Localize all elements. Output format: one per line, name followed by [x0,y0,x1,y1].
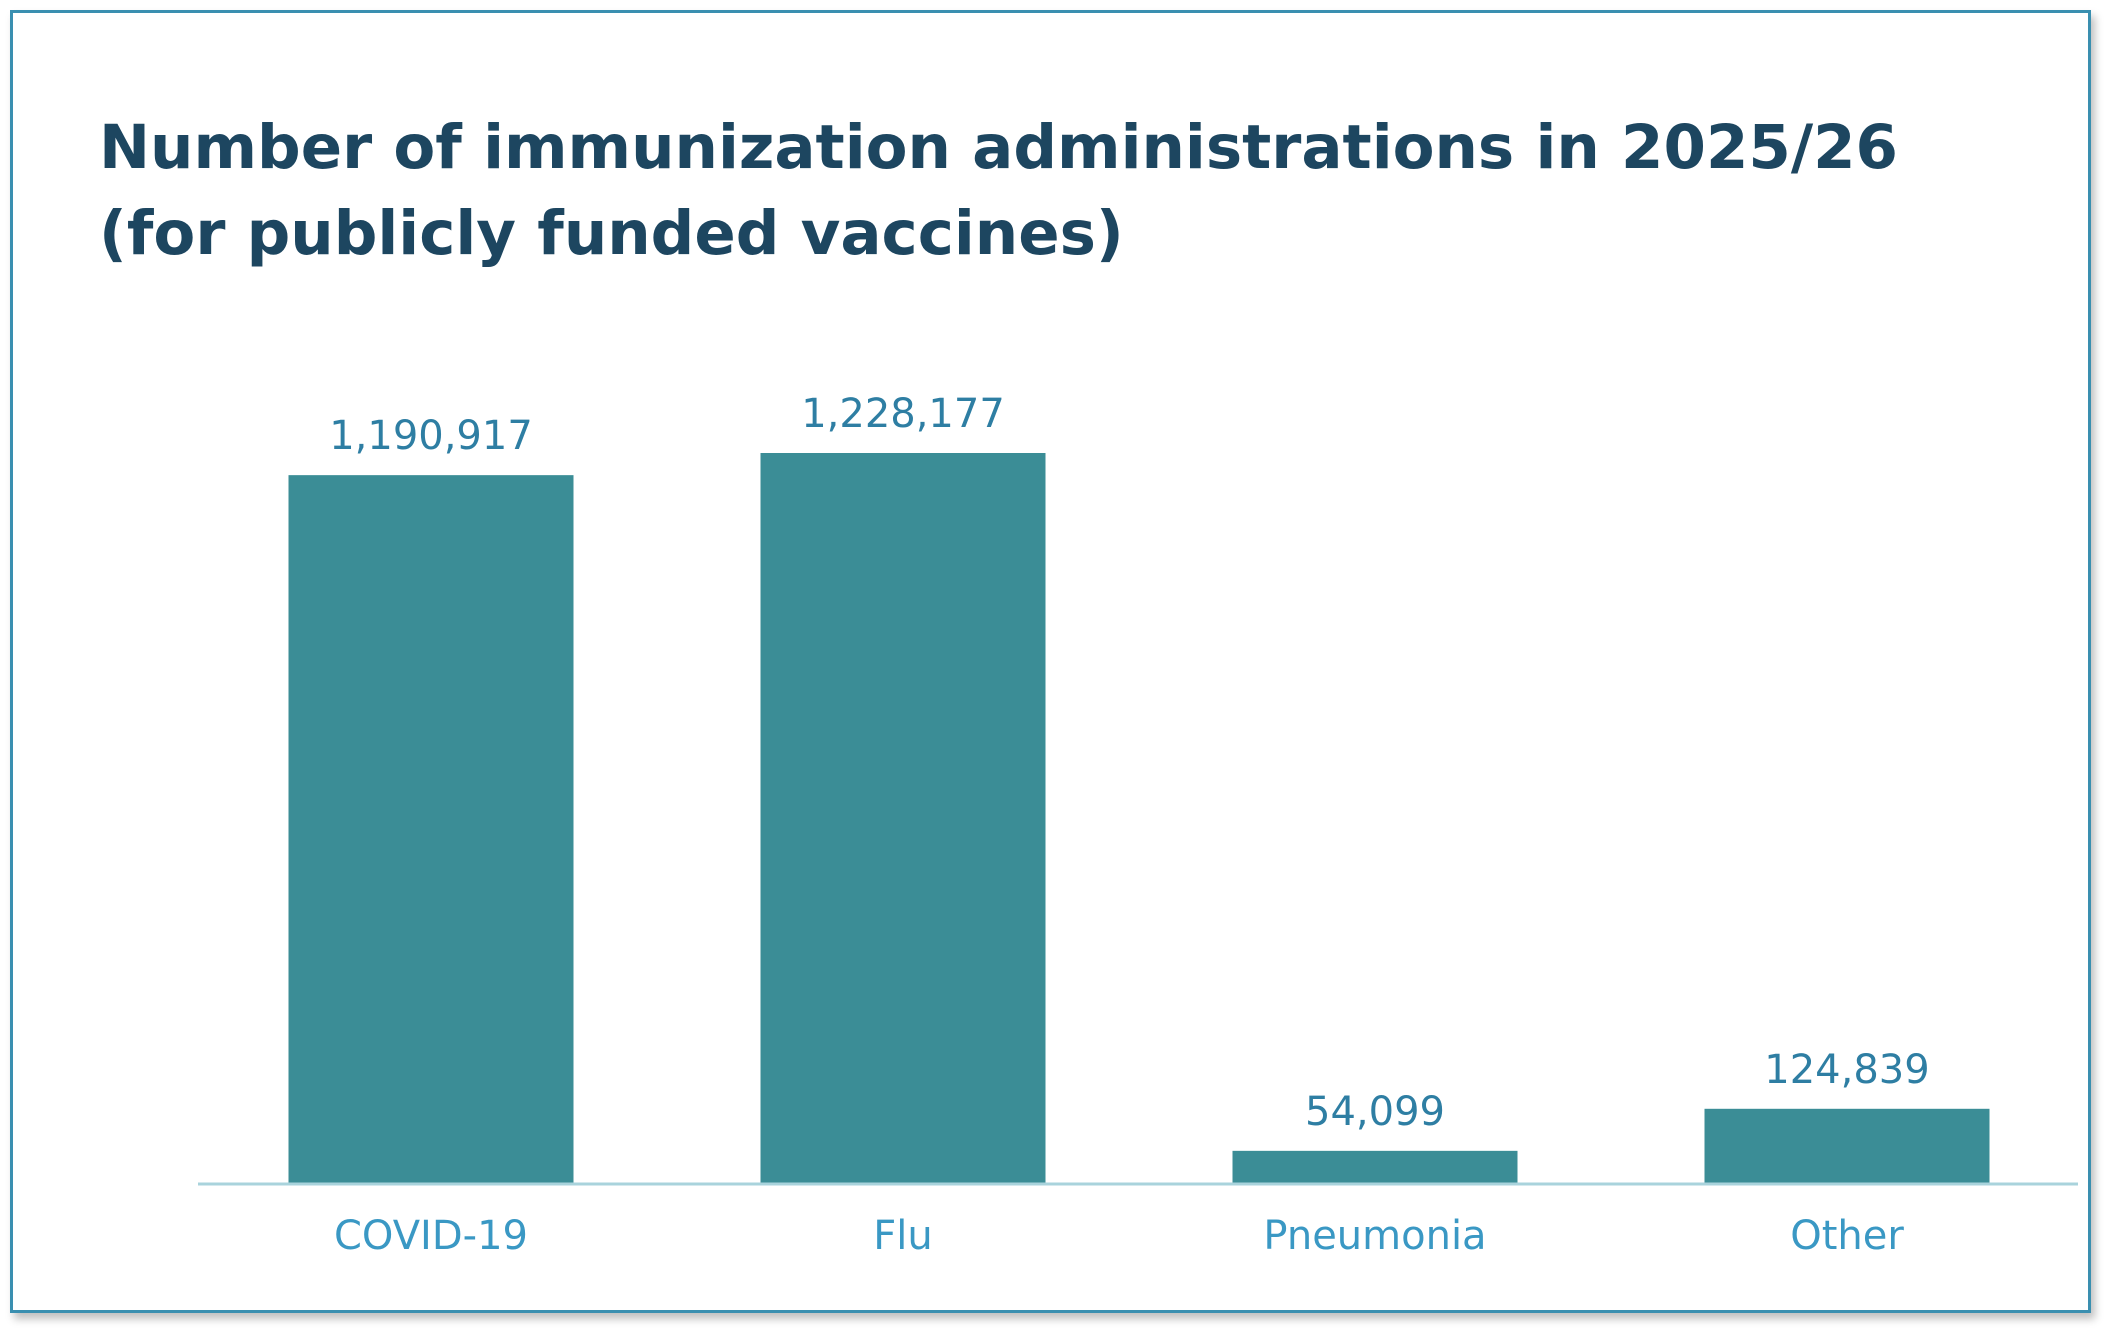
chart-title-line-2: (for publicly funded vaccines) [99,198,1124,269]
chart-title-line-1: Number of immunization administrations i… [99,112,1898,183]
bar-covid-19 [288,475,574,1183]
bar-other [1704,1108,1990,1183]
bar-chart: 1,190,917 COVID-19 1,228,177 Flu 54,099 Pneum… [198,391,2078,1259]
chart-title: Number of immunization administrations i… [99,105,1999,277]
category-label: COVID-19 [334,1213,528,1259]
value-label: 1,190,917 [329,413,533,459]
value-label: 1,228,177 [801,391,1005,437]
category-label: Pneumonia [1263,1213,1486,1259]
category-label: Flu [873,1213,932,1259]
chart-card: Number of immunization administrations i… [10,10,2091,1313]
value-label: 124,839 [1764,1047,1929,1093]
value-label: 54,099 [1305,1089,1445,1135]
category-label: Other [1790,1213,1904,1259]
bar-pneumonia [1232,1150,1518,1183]
bar-flu [760,453,1046,1183]
